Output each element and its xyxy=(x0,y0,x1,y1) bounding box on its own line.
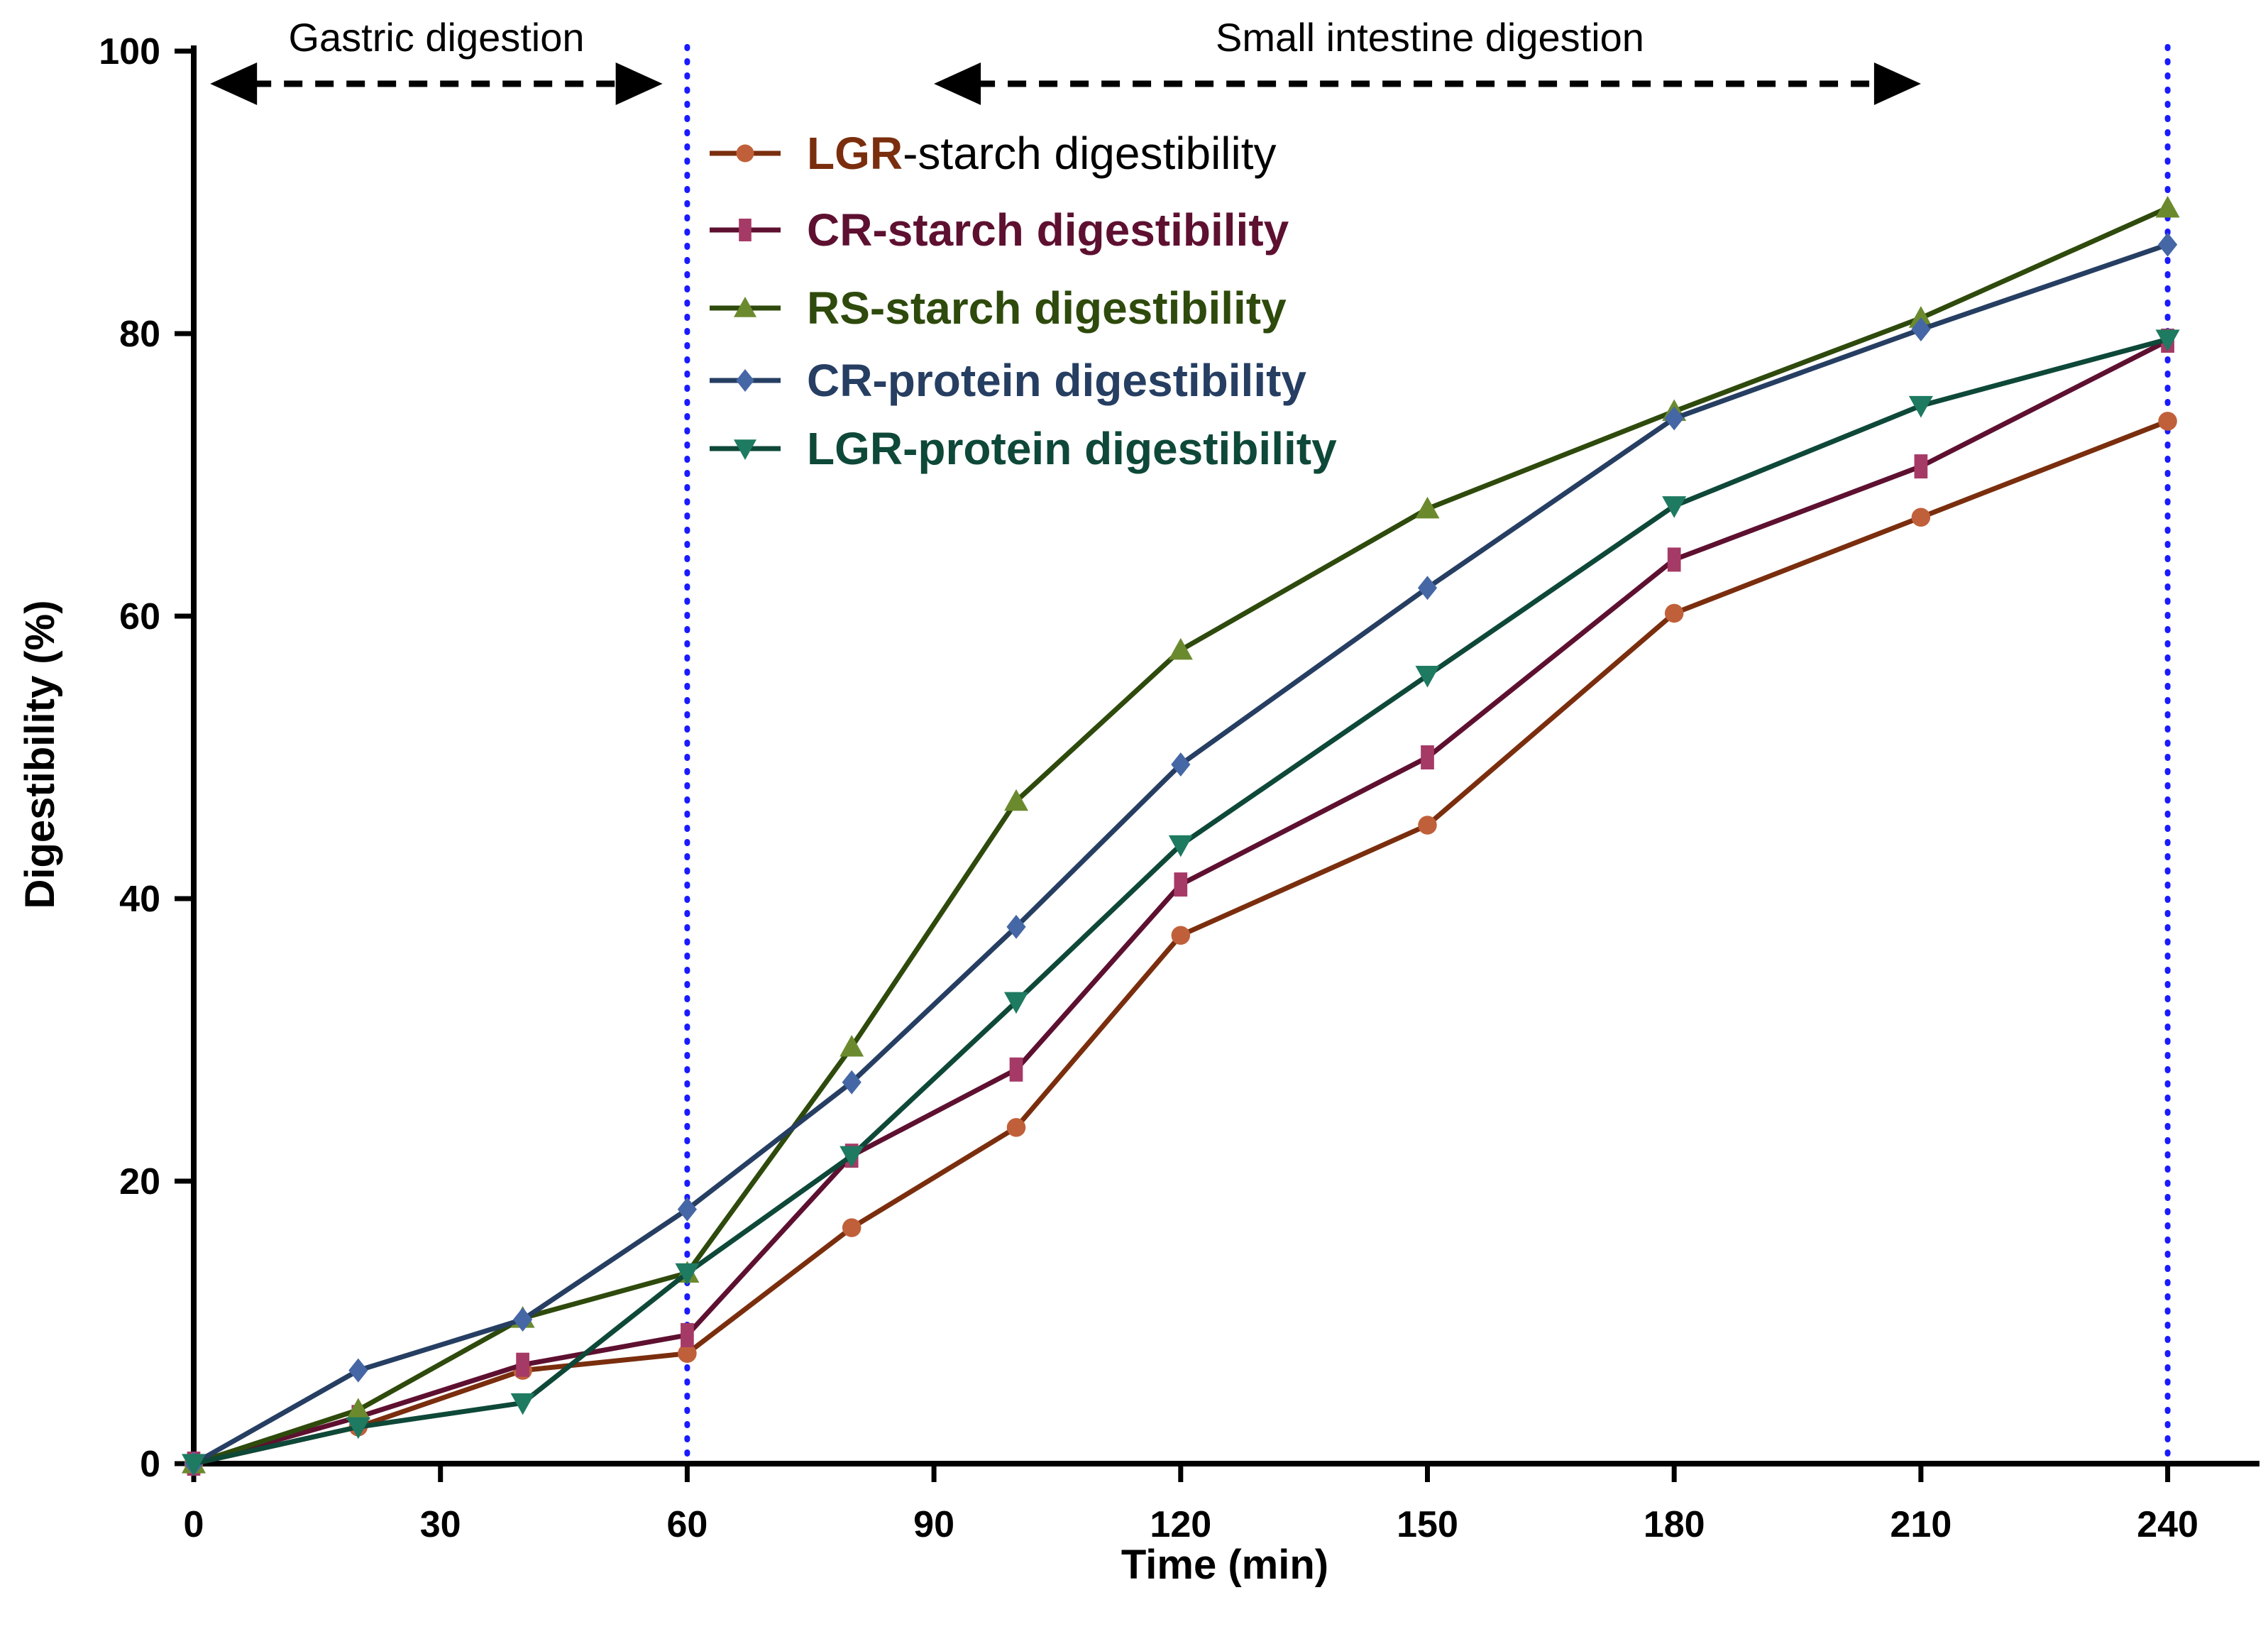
data-point xyxy=(1009,1057,1023,1082)
y-axis-title: Digestibility (%) xyxy=(17,600,63,909)
y-tick-label: 60 xyxy=(119,596,160,637)
phase-arrow-left-head xyxy=(210,62,258,105)
data-point xyxy=(1417,576,1438,601)
x-axis-title: Time (min) xyxy=(1121,1542,1328,1588)
legend-label: RS-starch digestibility xyxy=(807,283,1287,334)
data-point xyxy=(842,1218,861,1237)
phase-label: Gastric digestion xyxy=(288,15,584,60)
data-point xyxy=(840,1034,864,1057)
data-series xyxy=(182,195,2180,1476)
series-line xyxy=(193,338,2169,1466)
legend-marker xyxy=(736,369,754,392)
legend-item: CR-protein digestibility xyxy=(710,355,1306,406)
phase-arrow-left-head xyxy=(934,62,981,105)
data-point xyxy=(1908,306,1933,328)
data-point xyxy=(1174,872,1188,897)
legend-marker xyxy=(734,439,756,460)
phase-annotation-1: Small intestine digestion xyxy=(934,15,1921,105)
data-point xyxy=(1421,745,1434,769)
data-point xyxy=(1908,395,1933,418)
data-point xyxy=(1911,508,1931,527)
x-tick-label: 210 xyxy=(1890,1504,1952,1545)
legend-label: LGR-protein digestibility xyxy=(807,423,1337,474)
phase-annotations: Gastric digestion Small intestine digesti… xyxy=(210,15,1921,105)
y-tick-label: 100 xyxy=(99,31,160,72)
data-point xyxy=(2155,195,2180,218)
x-tick-label: 60 xyxy=(666,1504,708,1545)
series-lgr-protein-digestibility xyxy=(182,329,2180,1476)
series-lgr-starch-digestibility xyxy=(184,412,2177,1474)
data-point xyxy=(1171,752,1191,777)
data-point xyxy=(510,1393,535,1415)
data-point xyxy=(1171,926,1191,945)
data-point xyxy=(675,1263,700,1285)
data-point xyxy=(1168,637,1193,660)
phase-arrow-right-head xyxy=(615,62,663,105)
data-point xyxy=(182,1454,206,1476)
x-tick-label: 120 xyxy=(1150,1504,1211,1545)
legend-label: LGR-starch digestibility xyxy=(807,128,1277,179)
data-point xyxy=(681,1322,694,1347)
data-point xyxy=(2155,329,2180,351)
data-point xyxy=(1667,547,1681,572)
legend-item: RS-starch digestibility xyxy=(710,283,1287,334)
legend-label: CR-starch digestibility xyxy=(807,204,1289,256)
legend-item: LGR-starch digestibility xyxy=(710,128,1277,179)
data-point xyxy=(1662,496,1687,518)
data-point xyxy=(513,1307,533,1332)
data-point xyxy=(678,1344,697,1364)
data-point xyxy=(1911,317,1931,342)
legend-label: CR-protein digestibility xyxy=(807,355,1306,406)
phase-annotation-0: Gastric digestion xyxy=(210,15,663,105)
data-point xyxy=(346,1417,370,1440)
data-point xyxy=(346,1398,370,1420)
x-tick-label: 90 xyxy=(913,1504,954,1545)
data-point xyxy=(1664,406,1684,431)
phase-arrow-right-head xyxy=(1873,62,1921,105)
x-tick-label: 30 xyxy=(420,1504,461,1545)
data-point xyxy=(516,1352,529,1377)
y-tick-label: 0 xyxy=(140,1444,160,1485)
legend: LGR-starch digestibility CR-starch digest… xyxy=(710,128,1337,474)
phase-label: Small intestine digestion xyxy=(1216,15,1644,60)
data-point xyxy=(2158,232,2178,257)
y-tick-label: 20 xyxy=(119,1161,160,1202)
data-point xyxy=(1418,816,1437,835)
series-line xyxy=(193,336,2169,1466)
data-point xyxy=(1004,789,1028,811)
legend-item: LGR-protein digestibility xyxy=(710,423,1337,474)
data-point xyxy=(1664,603,1684,623)
y-tick-label: 80 xyxy=(119,314,160,355)
data-point xyxy=(842,1070,861,1095)
data-point xyxy=(1415,496,1440,519)
legend-marker xyxy=(739,219,752,241)
data-point xyxy=(1006,1118,1026,1137)
legend-marker xyxy=(736,144,754,163)
data-point xyxy=(2158,412,2177,431)
data-point xyxy=(348,1358,368,1383)
data-point xyxy=(1168,835,1193,857)
legend-item: CR-starch digestibility xyxy=(710,204,1289,256)
x-tick-label: 0 xyxy=(184,1504,204,1545)
x-tick-label: 180 xyxy=(1644,1504,1705,1545)
x-tick-label: 240 xyxy=(2137,1504,2198,1545)
data-point xyxy=(1914,454,1928,479)
series-cr-starch-digestibility xyxy=(187,328,2174,1476)
legend-marker xyxy=(734,297,756,317)
data-point xyxy=(1004,992,1028,1014)
y-tick-label: 40 xyxy=(119,879,160,920)
data-point xyxy=(1006,914,1026,939)
axes xyxy=(191,45,2259,1466)
data-point xyxy=(1415,665,1440,688)
x-tick-label: 150 xyxy=(1397,1504,1458,1545)
phase-boundary-lines xyxy=(684,44,2171,1464)
data-point xyxy=(840,1146,864,1168)
axis-ticks: 0 30 60 90 120 150 180 210 240 0 20 40 60 80 100 xyxy=(99,31,2198,1545)
data-point xyxy=(677,1197,697,1222)
